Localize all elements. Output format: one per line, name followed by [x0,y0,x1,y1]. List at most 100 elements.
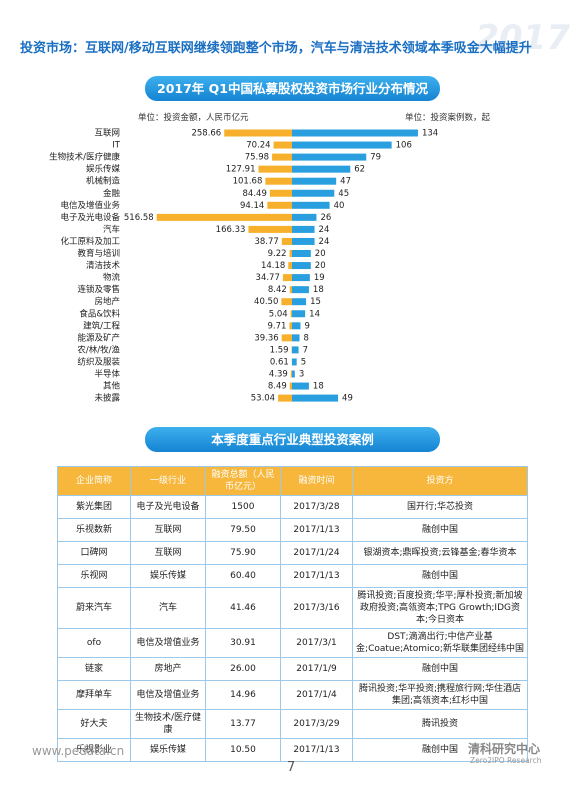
amount-bar [272,153,292,161]
amount-bar [267,201,292,209]
count-label: 24 [319,225,330,235]
table-row: 口碑网 互联网 75.90 2017/1/24 银湖资本;鼎晖投资;云锋基金;春华资本 [57,541,528,565]
table-row: 链家 房地产 26.00 2017/1/9 融创中国 [57,657,528,681]
amount-label: 53.04 [251,394,275,404]
amount-bar [288,262,292,270]
category-label: 娱乐传媒 [86,164,121,175]
amount-bar [282,274,292,282]
amount-label: 9.22 [268,249,287,259]
table-cell: 腾讯投资;百度投资;华平;厚朴投资;新加坡政府投资;高瓴资本;TPG Growt… [352,587,528,629]
category-label: 连锁及零售 [77,284,120,295]
count-bar [292,346,299,354]
table-title: 本季度重点行业典型投资案例 [145,427,440,452]
page-title: 投资市场：互联网/移动互联网继续领跑整个市场，汽车与清洁技术领域本季吸金大幅提升 [20,41,532,56]
table-cell: 融创中国 [352,564,528,588]
amount-label: 127.91 [226,165,256,175]
category-label: 物流 [103,272,121,283]
page-number: 7 [287,760,296,775]
column-header: 投资方 [352,466,528,496]
table-cell: 口碑网 [57,541,131,565]
amount-label: 75.98 [245,153,269,163]
column-header: 一级行业 [130,466,206,496]
category-label: 其他 [103,381,121,392]
count-bar [292,322,301,330]
count-bar [292,165,351,173]
amount-label: 258.66 [191,129,221,139]
amount-bar [269,189,292,197]
table-cell: 互联网 [130,518,206,542]
table-cell: 10.50 [205,738,281,762]
amount-label: 34.77 [256,273,280,283]
category-label: 农/林/牧/渔 [77,344,120,355]
table-cell: 融创中国 [352,738,528,762]
chart-title: 2017年 Q1中国私募股权投资市场行业分布情况 [145,76,440,101]
amount-bar [258,165,292,173]
category-label: 生物技术/医疗健康 [49,152,120,163]
column-header: 融资时间 [280,466,353,496]
table-cell: 2017/1/9 [280,657,353,681]
count-label: 7 [303,345,308,355]
count-bar [292,213,317,221]
table-cell: 娱乐传媒 [130,564,206,588]
table-row: ofo 电信及增值业务 30.91 2017/3/1 DST;滴滴出行;中信产业基金;C… [57,628,528,658]
table-cell: 链家 [57,657,131,681]
table-cell: 互联网 [130,541,206,565]
category-label: 食品&饮料 [79,308,120,319]
amount-bar [281,334,292,342]
table-cell: 摩拜单车 [57,680,131,710]
deal-table: 企业简称 一级行业 融资总额（人民币亿元） 融资时间 投资方 紫光集团 电子及光电设备 15… [57,466,528,762]
count-label: 18 [313,285,324,295]
table-cell: 生物技术/医疗健康 [130,709,206,739]
category-label: 电信及增值业务 [60,200,120,211]
count-label: 19 [314,273,325,283]
table-cell: 2017/1/13 [280,738,353,762]
table-body: 紫光集团 电子及光电设备 1500 2017/3/28 国开行;华芯投资 乐视数新 互联网 7… [57,495,528,762]
table-cell: 2017/3/29 [280,709,353,739]
count-label: 3 [299,370,304,380]
category-label: 互联网 [94,129,120,139]
amount-bar [290,370,292,378]
table-cell: 2017/1/13 [280,564,353,588]
table-cell: 电信及增值业务 [130,680,206,710]
table-cell: 26.00 [205,657,281,681]
category-label: 纺织及服装 [77,356,120,367]
amount-label: 8.49 [268,382,287,392]
count-bar [292,358,297,366]
count-label: 47 [340,177,351,187]
amount-label: 101.68 [233,177,263,187]
table-cell: 1500 [205,495,281,519]
table-row: 蔚来汽车 汽车 41.46 2017/3/16 腾讯投资;百度投资;华平;厚朴投资;新加… [57,587,528,629]
amount-label: 8.42 [268,285,287,295]
amount-label: 166.33 [216,225,246,235]
count-label: 79 [370,153,381,163]
amount-bar [273,141,292,149]
table-cell: 2017/3/1 [280,628,353,658]
amount-label: 39.36 [254,333,278,343]
count-bar [292,201,330,209]
count-label: 8 [304,333,309,343]
count-bar [292,250,311,257]
table-cell: 30.91 [205,628,281,658]
table-cell: 腾讯投资 [352,709,528,739]
table-cell: 2017/3/16 [280,587,353,629]
table-cell: 房地产 [130,657,206,681]
left-unit: 单位：投资金额，人民币亿元 [138,113,249,123]
amount-bar [265,177,292,185]
table-cell: 60.40 [205,564,281,588]
count-bar [292,382,309,390]
count-bar [292,237,315,245]
count-label: 49 [342,394,353,404]
count-bar [292,225,315,233]
amount-bar [289,322,292,330]
table-cell: 蔚来汽车 [57,587,131,629]
amount-bar [224,129,292,137]
table-cell: 电子及光电设备 [130,495,206,519]
table-cell: 紫光集团 [57,495,131,519]
amount-label: 5.04 [269,309,288,319]
count-label: 5 [301,357,306,367]
amount-label: 516.58 [124,213,154,223]
count-bar [292,370,295,378]
count-label: 106 [396,141,412,151]
